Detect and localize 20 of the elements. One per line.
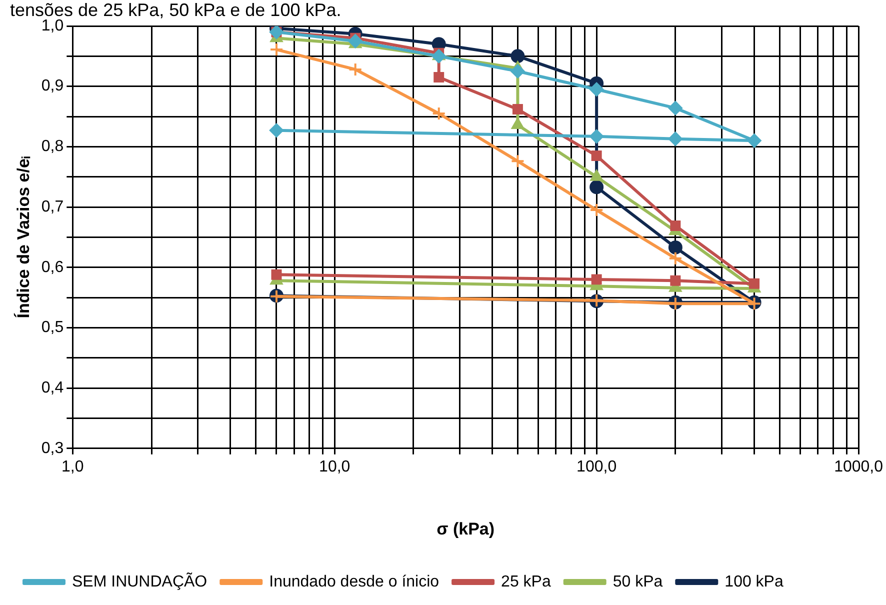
x-tick-label: 1,0 [62, 458, 84, 476]
y-tick-label: 1,0 [41, 17, 64, 34]
legend-label: 50 kPa [612, 573, 663, 590]
y-tick-label: 0,4 [41, 379, 64, 396]
x-tick-label: 1000,0 [834, 458, 884, 476]
y-tick-label: 0,7 [41, 198, 64, 216]
legend-label: 25 kPa [501, 573, 551, 590]
legend-label: SEM INUNDAÇÃO [72, 571, 208, 590]
y-tick-label: 0,5 [41, 319, 64, 336]
y-tick-label: 0,8 [41, 138, 64, 156]
x-axis-title: σ (kPa) [436, 519, 495, 538]
legend-label: 100 kPa [724, 573, 784, 590]
legend-label: Inundado desde o ínicio [269, 573, 440, 590]
y-tick-label: 0,6 [41, 258, 64, 276]
x-tick-label: 100,0 [576, 458, 617, 476]
x-tick-label: 10,0 [319, 458, 350, 476]
y-axis-title: Índice de Vazios e/eᵢ [12, 156, 33, 318]
y-tick-label: 0,3 [41, 440, 64, 457]
chart-title: tensões de 25 kPa, 50 kPa e de 100 kPa. [9, 0, 342, 20]
y-tick-label: 0,9 [41, 78, 64, 95]
